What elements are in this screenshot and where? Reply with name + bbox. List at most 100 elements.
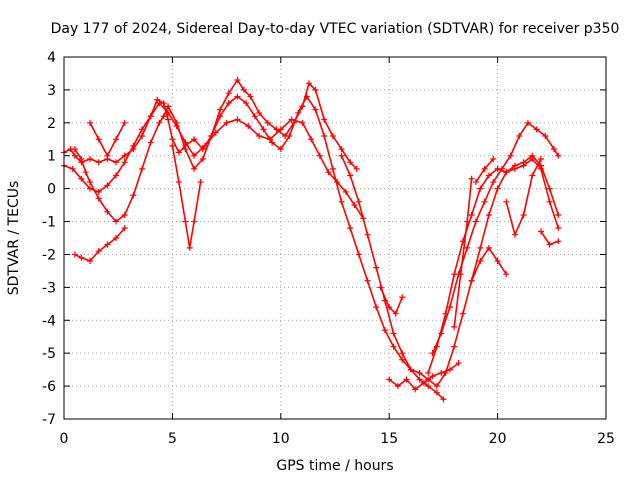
data-point bbox=[347, 159, 354, 166]
data-point bbox=[139, 165, 146, 172]
data-point bbox=[312, 86, 319, 93]
data-point bbox=[394, 383, 401, 390]
series-track-h bbox=[377, 284, 406, 317]
data-point bbox=[516, 132, 523, 139]
series-line bbox=[470, 247, 507, 282]
data-point bbox=[160, 113, 167, 120]
series-track-o bbox=[537, 228, 562, 248]
data-point bbox=[329, 132, 336, 139]
x-tick-label: 20 bbox=[489, 431, 507, 447]
series-track-c bbox=[71, 93, 447, 403]
data-point bbox=[355, 251, 362, 258]
data-point bbox=[175, 149, 182, 156]
series-line bbox=[89, 122, 126, 157]
data-point bbox=[95, 195, 102, 202]
data-point bbox=[121, 225, 128, 232]
data-point bbox=[165, 109, 172, 116]
data-point bbox=[277, 146, 284, 153]
data-point bbox=[546, 241, 553, 248]
data-point bbox=[156, 119, 163, 126]
data-point bbox=[555, 238, 562, 245]
series-track-m bbox=[468, 244, 510, 284]
data-point bbox=[416, 376, 423, 383]
series-track-l bbox=[451, 175, 475, 330]
data-point bbox=[121, 211, 128, 218]
data-point bbox=[165, 116, 172, 123]
data-point bbox=[191, 218, 198, 225]
data-point bbox=[303, 93, 310, 100]
data-point bbox=[386, 304, 393, 311]
data-point bbox=[477, 244, 484, 251]
series-track-i bbox=[386, 360, 462, 393]
data-point bbox=[95, 136, 102, 143]
data-point bbox=[477, 185, 484, 192]
data-point bbox=[472, 179, 479, 186]
y-tick-label: -4 bbox=[42, 313, 56, 329]
data-point bbox=[446, 366, 453, 373]
axis-ticks bbox=[63, 56, 607, 420]
data-point bbox=[130, 142, 137, 149]
data-point bbox=[69, 165, 76, 172]
data-point bbox=[498, 165, 505, 172]
data-point bbox=[277, 126, 284, 133]
data-point bbox=[503, 169, 510, 176]
data-point bbox=[533, 126, 540, 133]
data-point bbox=[433, 389, 440, 396]
data-point bbox=[199, 156, 206, 163]
chart-title: Day 177 of 2024, Sidereal Day-to-day VTE… bbox=[51, 21, 620, 37]
data-point bbox=[104, 152, 111, 159]
data-point bbox=[217, 113, 224, 120]
data-point bbox=[295, 109, 302, 116]
data-point bbox=[392, 310, 399, 317]
y-tick-label: 2 bbox=[47, 116, 56, 132]
data-point bbox=[503, 271, 510, 278]
y-tick-label: -2 bbox=[42, 247, 56, 263]
data-point bbox=[347, 172, 354, 179]
data-point bbox=[256, 132, 263, 139]
data-point bbox=[472, 218, 479, 225]
data-point bbox=[223, 119, 230, 126]
data-point bbox=[243, 100, 250, 107]
data-point bbox=[457, 271, 464, 278]
y-tick-label: -6 bbox=[42, 379, 56, 395]
series-track-g bbox=[338, 152, 562, 390]
data-point bbox=[537, 228, 544, 235]
data-point bbox=[217, 106, 224, 113]
data-point bbox=[234, 77, 241, 84]
data-point bbox=[78, 175, 85, 182]
data-point bbox=[87, 185, 94, 192]
data-point bbox=[71, 251, 78, 258]
series-track-e bbox=[87, 119, 128, 159]
data-point bbox=[511, 231, 518, 238]
data-point bbox=[312, 106, 319, 113]
data-point bbox=[305, 80, 312, 87]
data-point bbox=[325, 169, 332, 176]
data-point bbox=[182, 146, 189, 153]
data-point bbox=[490, 179, 497, 186]
data-point bbox=[234, 93, 241, 100]
data-point bbox=[440, 396, 447, 403]
data-point bbox=[247, 93, 254, 100]
data-point bbox=[477, 258, 484, 265]
x-tick-label: 10 bbox=[272, 431, 290, 447]
data-point bbox=[87, 258, 94, 265]
data-point bbox=[182, 218, 189, 225]
data-point bbox=[316, 152, 323, 159]
data-point bbox=[338, 198, 345, 205]
y-axis-title: SDTVAR / TECUs bbox=[6, 181, 22, 296]
data-point bbox=[481, 165, 488, 172]
data-point bbox=[191, 165, 198, 172]
data-point bbox=[433, 383, 440, 390]
y-tick-label: 4 bbox=[47, 50, 56, 66]
data-point bbox=[425, 383, 432, 390]
data-point bbox=[308, 136, 315, 143]
data-point bbox=[87, 179, 94, 186]
series-track-d bbox=[71, 225, 128, 265]
x-tick-label: 25 bbox=[597, 431, 615, 447]
data-point bbox=[256, 109, 263, 116]
data-point bbox=[446, 304, 453, 311]
data-point bbox=[95, 159, 102, 166]
data-point bbox=[173, 119, 180, 126]
data-point bbox=[490, 156, 497, 163]
data-point bbox=[494, 258, 501, 265]
